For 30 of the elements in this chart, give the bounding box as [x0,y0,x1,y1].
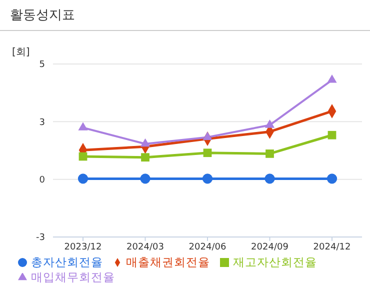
x-tick-label: 2024/06 [188,242,226,252]
point [78,122,88,130]
y-axis-title: [회] [12,46,30,59]
point [202,132,212,140]
x-tick-label: 2024/12 [313,242,351,252]
point [141,153,150,162]
legend-label: 매출채권회전율 [126,255,210,269]
x-tick-label: 2023/12 [64,242,102,252]
point [203,148,212,158]
point [140,174,150,184]
point [264,120,275,128]
point [327,74,337,83]
legend-label: 총자산회전율 [31,255,103,269]
legend-label: 재고자산회전율 [233,255,317,269]
point [264,174,275,184]
point [78,152,88,161]
point [140,138,150,147]
y-tick-label: 3 [39,118,45,128]
point [202,174,213,184]
y-tick-label: 5 [39,60,45,70]
legend-label: 매입채무회전율 [31,270,115,284]
point [78,174,88,184]
point [266,150,274,158]
y-tick-label: 0 [39,176,46,186]
point [328,130,336,140]
x-tick-label: 2024/03 [126,242,164,252]
x-tick-label: 2024/09 [251,242,289,252]
chart-title: 활동성지표 [10,7,75,24]
point [326,174,338,184]
y-tick-label: -3 [36,233,45,244]
